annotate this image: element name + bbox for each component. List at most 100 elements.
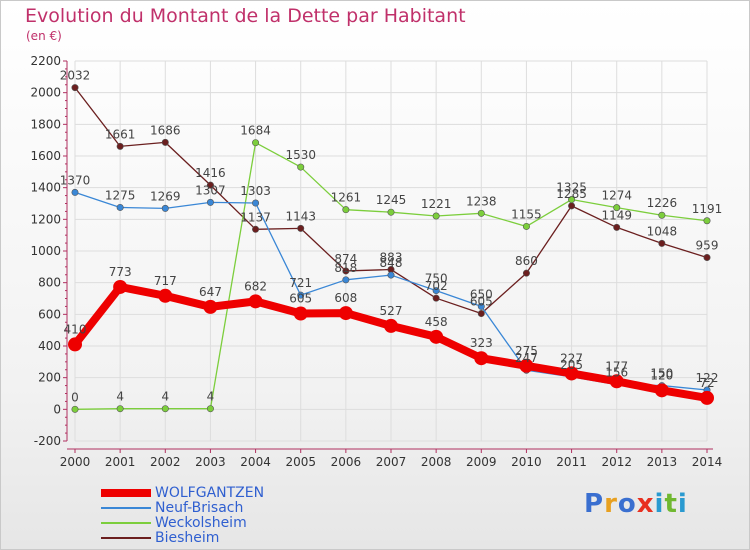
data-label-neuf-brisach: 721	[289, 276, 312, 290]
data-point-weckolsheim	[568, 196, 576, 204]
data-point-neuf-brisach	[297, 291, 305, 299]
data-point-neuf-brisach	[477, 302, 485, 310]
x-tick-label: 2003	[195, 455, 226, 469]
data-label-biesheim: 1143	[285, 209, 316, 223]
data-label-weckolsheim: 1221	[421, 197, 452, 211]
data-point-wolfgantzen	[609, 374, 624, 389]
data-point-wolfgantzen	[564, 366, 579, 381]
data-point-neuf-brisach	[206, 198, 214, 206]
legend-item-weckolsheim[interactable]: Weckolsheim	[101, 514, 264, 531]
data-point-weckolsheim	[252, 139, 260, 147]
y-tick-label: 800	[38, 276, 61, 290]
x-tick-label: 2002	[150, 455, 181, 469]
legend-item-biesheim[interactable]: Biesheim	[101, 530, 264, 546]
data-label-neuf-brisach: 848	[380, 256, 403, 270]
data-label-weckolsheim: 4	[116, 390, 124, 404]
y-tick-label: 2200	[30, 54, 61, 68]
logo-letter: i	[654, 489, 665, 519]
data-point-weckolsheim	[387, 208, 395, 216]
data-point-neuf-brisach	[252, 199, 260, 207]
data-label-weckolsheim: 1684	[240, 124, 271, 138]
data-label-weckolsheim: 1261	[331, 191, 362, 205]
data-label-wolfgantzen: 682	[244, 279, 267, 293]
data-point-wolfgantzen	[338, 306, 353, 321]
legend-swatch-biesheim	[101, 536, 151, 539]
data-point-biesheim	[522, 269, 530, 277]
data-label-neuf-brisach: 1370	[60, 173, 91, 187]
data-point-wolfgantzen	[113, 279, 128, 294]
data-point-biesheim	[568, 202, 576, 210]
legend-item-neuf-brisach[interactable]: Neuf-Brisach	[101, 500, 264, 516]
data-label-wolfgantzen: 717	[154, 274, 177, 288]
data-point-weckolsheim	[703, 217, 711, 225]
data-point-wolfgantzen	[248, 294, 263, 309]
data-point-biesheim	[71, 84, 79, 92]
x-tick-label: 2008	[421, 455, 452, 469]
data-point-weckolsheim	[161, 405, 169, 413]
data-point-biesheim	[206, 181, 214, 189]
y-tick-label: 200	[38, 371, 61, 385]
y-tick-label: 1000	[30, 244, 61, 258]
data-label-weckolsheim: 1155	[511, 207, 542, 221]
data-label-biesheim: 2032	[60, 69, 91, 83]
data-point-biesheim	[342, 267, 350, 275]
x-tick-label: 2012	[601, 455, 632, 469]
data-point-weckolsheim	[342, 206, 350, 214]
data-point-weckolsheim	[432, 212, 440, 220]
data-point-wolfgantzen	[700, 390, 714, 405]
data-label-neuf-brisach: 122	[696, 371, 719, 385]
x-tick-label: 2004	[240, 455, 271, 469]
data-label-neuf-brisach: 1269	[150, 189, 181, 203]
data-point-weckolsheim	[613, 204, 621, 212]
data-point-biesheim	[432, 294, 440, 302]
y-tick-label: 0	[53, 402, 61, 416]
data-point-weckolsheim	[658, 211, 666, 219]
y-tick-label: 400	[38, 339, 61, 353]
data-point-wolfgantzen	[158, 288, 173, 303]
data-point-biesheim	[252, 225, 260, 233]
legend-label: Weckolsheim	[155, 514, 247, 531]
data-label-biesheim: 1686	[150, 123, 181, 137]
data-label-wolfgantzen: 227	[560, 351, 583, 365]
data-point-wolfgantzen	[429, 329, 444, 344]
data-label-wolfgantzen: 323	[470, 336, 493, 350]
data-label-weckolsheim: 0	[71, 390, 79, 404]
data-label-biesheim: 1285	[556, 187, 587, 201]
chart-title: Evolution du Montant de la Dette par Hab…	[25, 5, 466, 27]
x-tick-label: 2007	[376, 455, 407, 469]
data-label-wolfgantzen: 527	[380, 304, 403, 318]
data-label-biesheim: 883	[380, 251, 403, 265]
logo-letter: t	[664, 489, 678, 519]
data-label-neuf-brisach: 750	[425, 272, 448, 286]
data-label-weckolsheim: 1325	[556, 181, 587, 195]
data-label-biesheim: 959	[696, 238, 719, 252]
data-label-wolfgantzen: 410	[64, 322, 87, 336]
data-label-wolfgantzen: 275	[515, 344, 538, 358]
data-label-weckolsheim: 1226	[647, 196, 678, 210]
y-tick-label: 1800	[30, 117, 61, 131]
data-label-wolfgantzen: 608	[334, 291, 357, 305]
legend-item-wolfgantzen[interactable]: WOLFGANTZEN	[101, 485, 264, 501]
data-point-biesheim	[658, 239, 666, 247]
y-tick-label: 600	[38, 307, 61, 321]
data-label-wolfgantzen: 647	[199, 285, 222, 299]
y-tick-label: -200	[34, 434, 61, 448]
y-tick-label: 2000	[30, 86, 61, 100]
data-label-neuf-brisach: 818	[334, 261, 357, 275]
data-label-wolfgantzen: 120	[650, 368, 673, 382]
axis-layer: -200020040060080010001200140016001800200…	[30, 54, 722, 469]
data-label-wolfgantzen: 773	[109, 265, 132, 279]
data-label-wolfgantzen: 458	[425, 315, 448, 329]
data-label-wolfgantzen: 177	[605, 359, 628, 373]
chart-subtitle: (en €)	[26, 29, 62, 43]
series-layer	[68, 84, 714, 413]
data-point-biesheim	[161, 138, 169, 146]
data-point-wolfgantzen	[654, 383, 669, 398]
data-point-wolfgantzen	[474, 351, 489, 366]
data-label-biesheim: 1661	[105, 127, 136, 141]
data-label-biesheim: 860	[515, 254, 538, 268]
data-point-weckolsheim	[116, 405, 124, 413]
data-point-biesheim	[116, 142, 124, 150]
data-point-wolfgantzen	[384, 318, 398, 333]
